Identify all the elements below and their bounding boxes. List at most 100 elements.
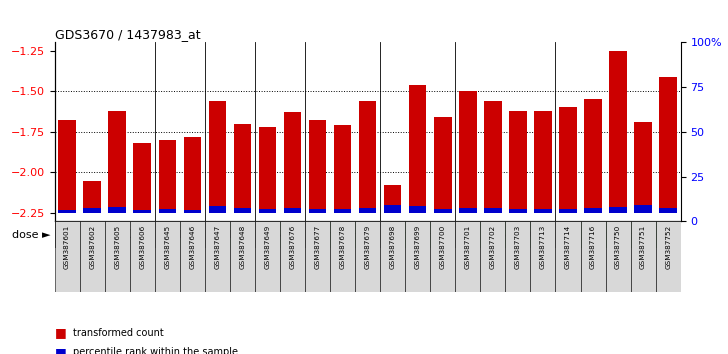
- Text: dose ►: dose ►: [12, 229, 51, 240]
- Bar: [534, 111, 552, 213]
- Bar: [559, 209, 577, 213]
- Bar: [480, 221, 505, 292]
- Text: 2.8 mM HOCl: 2.8 mM HOCl: [471, 229, 539, 240]
- Text: GSM387649: GSM387649: [264, 225, 271, 269]
- Bar: [509, 111, 526, 213]
- Bar: [459, 91, 477, 213]
- Bar: [55, 221, 155, 248]
- Text: GSM387602: GSM387602: [89, 225, 95, 269]
- Bar: [130, 221, 155, 292]
- Bar: [384, 205, 401, 213]
- Bar: [234, 208, 251, 213]
- Bar: [434, 117, 451, 213]
- Text: 1.4 mM HOCl: 1.4 mM HOCl: [309, 229, 377, 240]
- Bar: [305, 221, 330, 292]
- Bar: [606, 221, 630, 292]
- Bar: [234, 124, 251, 213]
- Bar: [205, 221, 230, 292]
- Text: GSM387700: GSM387700: [440, 225, 446, 269]
- Text: GSM387752: GSM387752: [665, 225, 671, 269]
- Bar: [255, 221, 280, 292]
- Bar: [309, 120, 326, 213]
- Bar: [609, 51, 627, 213]
- Bar: [284, 112, 301, 213]
- Text: GSM387702: GSM387702: [490, 225, 496, 269]
- Bar: [155, 221, 180, 292]
- Bar: [305, 221, 380, 248]
- Bar: [634, 122, 652, 213]
- Bar: [555, 221, 580, 292]
- Bar: [284, 208, 301, 213]
- Bar: [509, 209, 526, 213]
- Bar: [580, 221, 606, 292]
- Bar: [459, 208, 477, 213]
- Text: GSM387605: GSM387605: [114, 225, 120, 269]
- Bar: [180, 221, 205, 292]
- Bar: [634, 205, 652, 213]
- Text: 0.7 mM HOCl: 0.7 mM HOCl: [246, 229, 314, 240]
- Text: GSM387646: GSM387646: [189, 225, 195, 269]
- Bar: [309, 209, 326, 213]
- Text: GSM387716: GSM387716: [590, 225, 596, 269]
- Bar: [58, 120, 76, 213]
- Bar: [55, 221, 79, 292]
- Text: GSM387701: GSM387701: [464, 225, 471, 269]
- Bar: [183, 137, 201, 213]
- Bar: [409, 206, 427, 213]
- Bar: [108, 111, 126, 213]
- Bar: [660, 76, 677, 213]
- Bar: [380, 221, 405, 292]
- Bar: [455, 221, 480, 292]
- Bar: [280, 221, 305, 292]
- Text: 0 mM HOCl: 0 mM HOCl: [71, 228, 138, 241]
- Text: GSM387703: GSM387703: [515, 225, 521, 269]
- Bar: [79, 221, 105, 292]
- Text: 0.14 mM HOCl: 0.14 mM HOCl: [145, 229, 215, 240]
- Bar: [455, 221, 555, 248]
- Bar: [585, 99, 602, 213]
- Bar: [430, 221, 455, 292]
- Text: GSM387751: GSM387751: [640, 225, 646, 269]
- Text: transformed count: transformed count: [73, 328, 164, 338]
- Bar: [630, 221, 656, 292]
- Bar: [255, 221, 305, 248]
- Bar: [656, 221, 681, 292]
- Text: GSM387676: GSM387676: [290, 225, 296, 269]
- Bar: [531, 221, 555, 292]
- Text: ■: ■: [55, 326, 66, 339]
- Text: 0.35 mM HOCl: 0.35 mM HOCl: [195, 229, 265, 240]
- Text: GSM387601: GSM387601: [64, 225, 70, 269]
- Bar: [409, 85, 427, 213]
- Bar: [359, 208, 376, 213]
- Bar: [159, 140, 176, 213]
- Bar: [434, 209, 451, 213]
- Bar: [230, 221, 255, 292]
- Bar: [108, 207, 126, 213]
- Bar: [484, 208, 502, 213]
- Bar: [133, 143, 151, 213]
- Bar: [84, 181, 101, 213]
- Bar: [334, 125, 352, 213]
- Bar: [159, 209, 176, 213]
- Bar: [380, 221, 455, 248]
- Bar: [585, 208, 602, 213]
- Text: GSM387678: GSM387678: [339, 225, 346, 269]
- Text: GSM387645: GSM387645: [165, 225, 170, 269]
- Text: GSM387679: GSM387679: [365, 225, 371, 269]
- Bar: [359, 101, 376, 213]
- Bar: [205, 221, 255, 248]
- Text: GDS3670 / 1437983_at: GDS3670 / 1437983_at: [55, 28, 200, 41]
- Bar: [384, 185, 401, 213]
- Text: GSM387699: GSM387699: [415, 225, 421, 269]
- Bar: [133, 210, 151, 213]
- Text: GSM387647: GSM387647: [214, 225, 221, 269]
- Bar: [258, 127, 276, 213]
- Bar: [84, 208, 101, 213]
- Bar: [183, 210, 201, 213]
- Bar: [209, 101, 226, 213]
- Bar: [334, 209, 352, 213]
- Bar: [609, 207, 627, 213]
- Text: GSM387714: GSM387714: [565, 225, 571, 269]
- Text: GSM387698: GSM387698: [389, 225, 396, 269]
- Bar: [555, 221, 681, 248]
